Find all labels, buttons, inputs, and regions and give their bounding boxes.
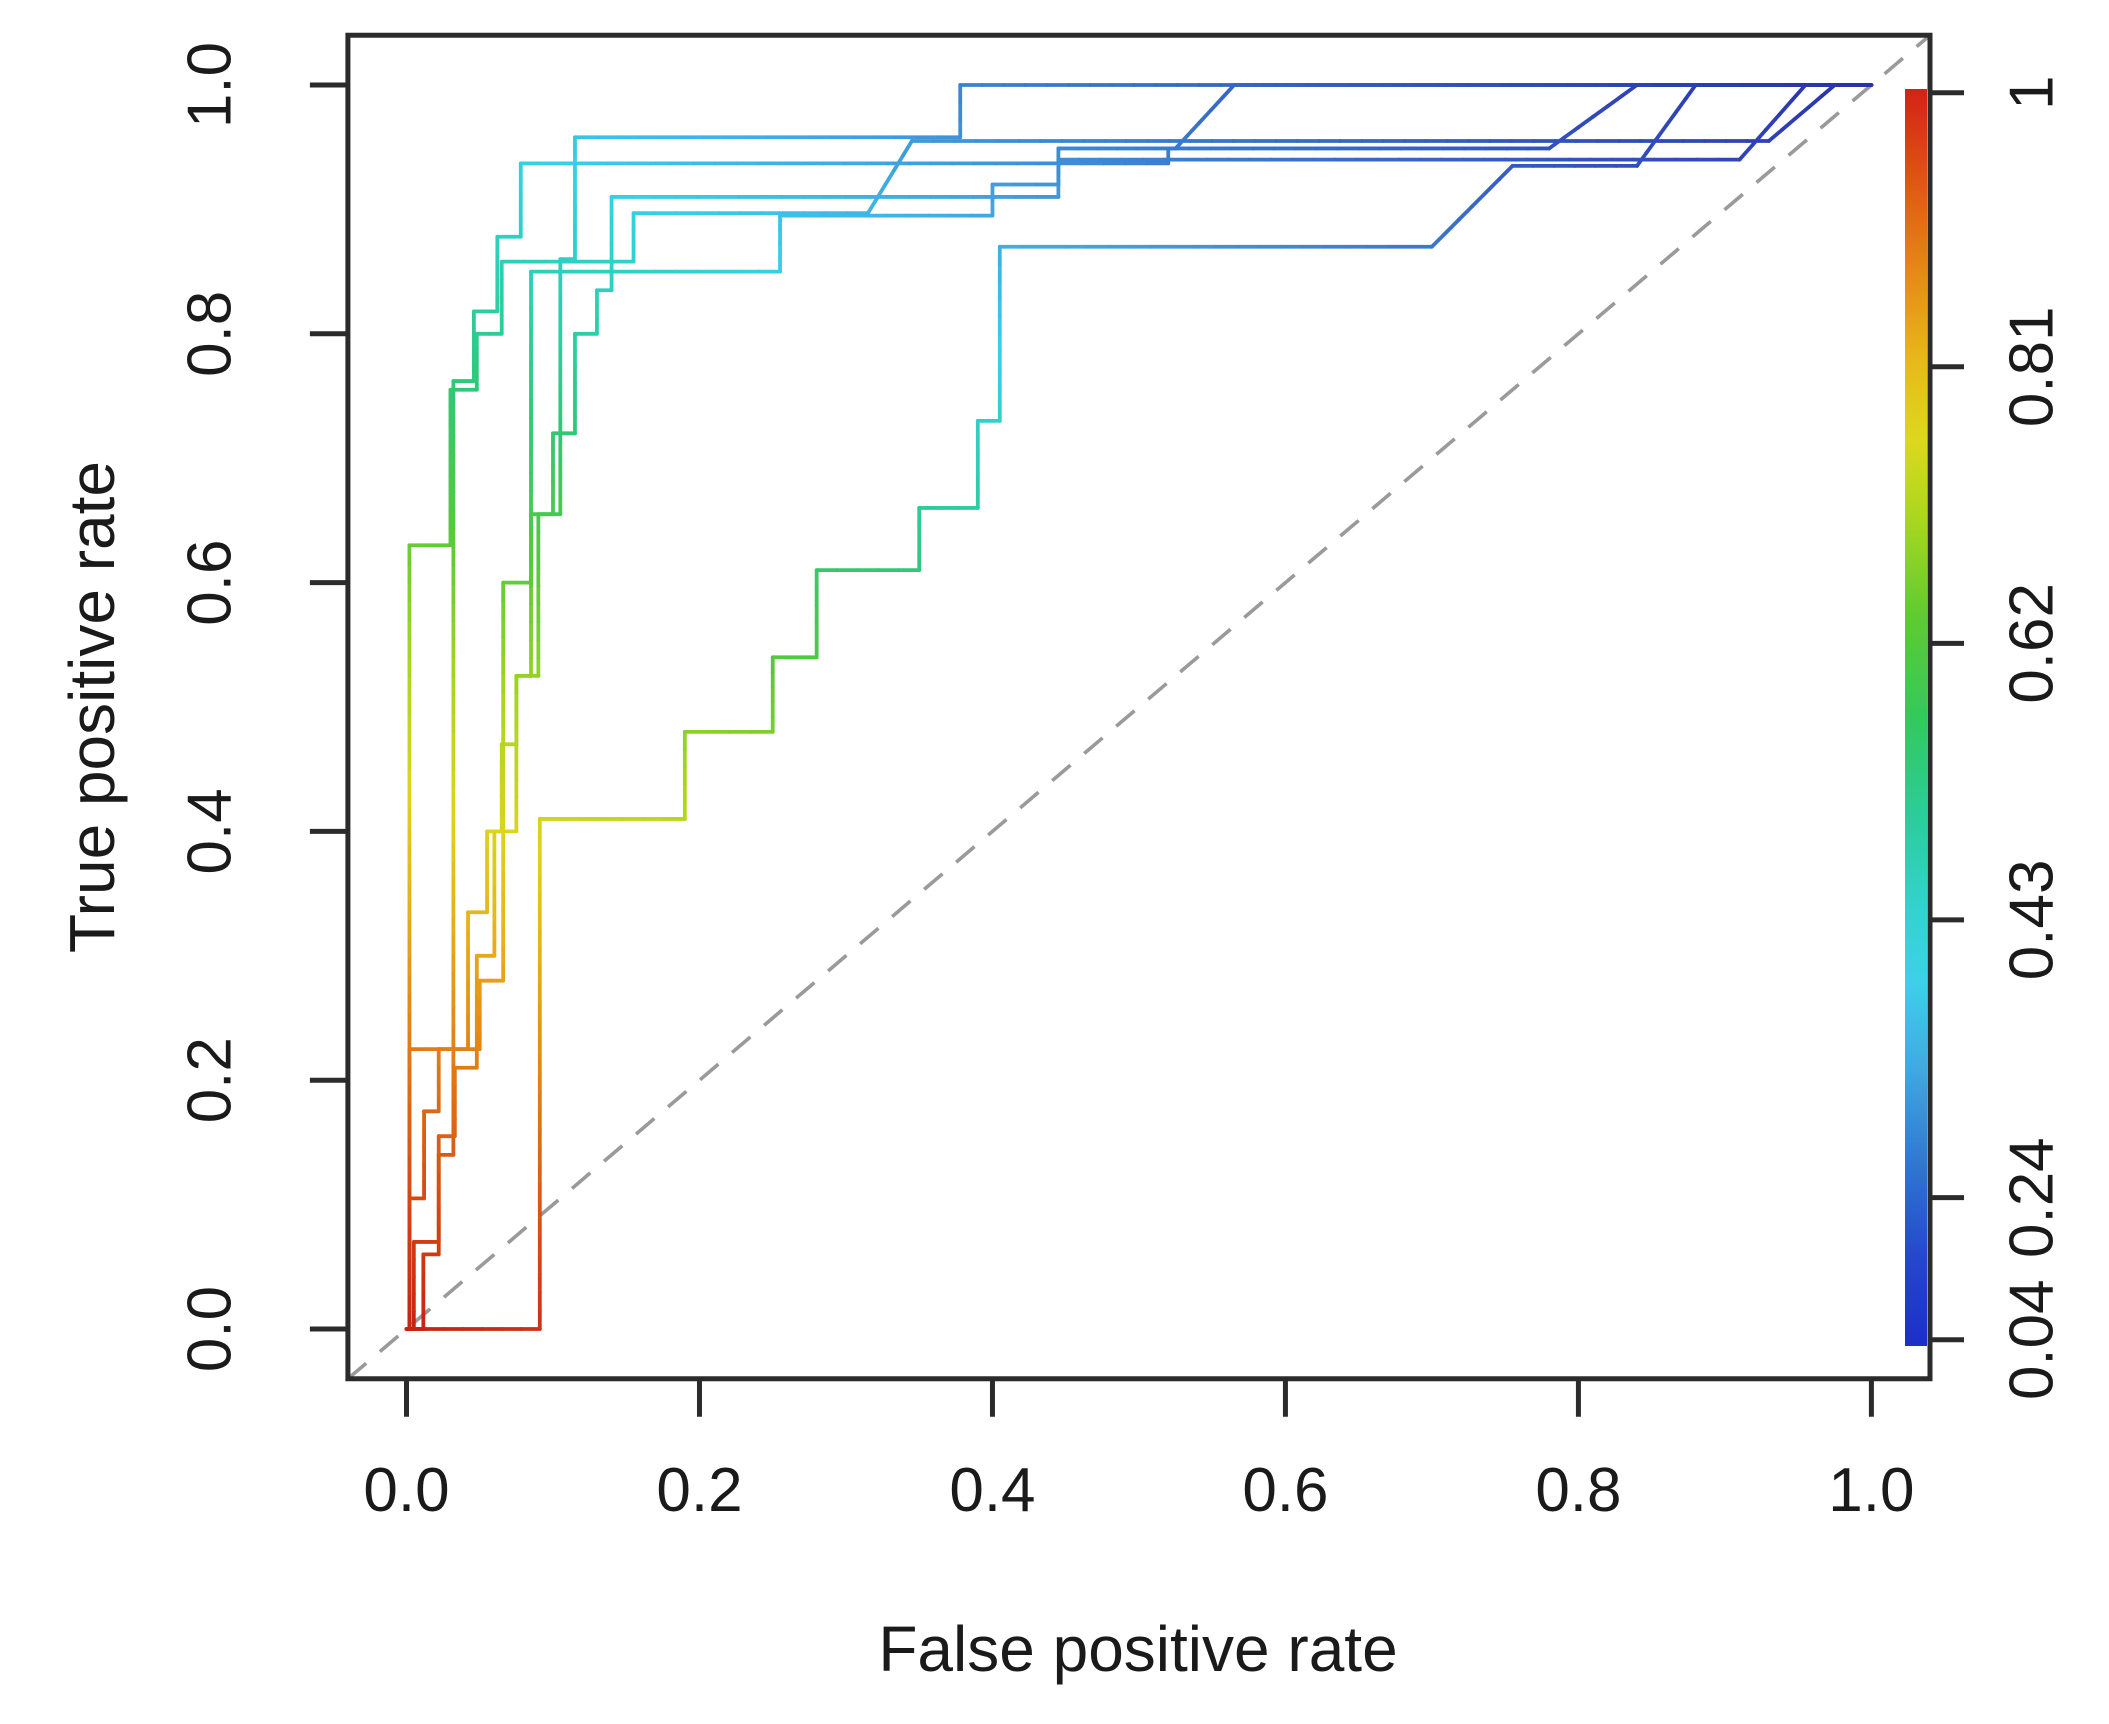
y-tick-label: 0.6 xyxy=(176,539,245,625)
x-axis: 0.0 0.2 0.4 0.6 0.8 1.0 xyxy=(363,1378,1915,1525)
colorbar-tick-label: 0.81 xyxy=(1998,306,2067,427)
x-tick-label: 0.0 xyxy=(363,1456,449,1525)
roc-curve-6 xyxy=(404,83,1874,1331)
colorbar: 1 0.81 0.62 0.43 0.24 0.04 xyxy=(1905,76,2067,1400)
y-tick-label: 0.2 xyxy=(176,1037,245,1123)
y-tick-label: 0.8 xyxy=(176,291,245,377)
x-axis-title: False positive rate xyxy=(878,1613,1398,1685)
y-tick-label: 0.0 xyxy=(176,1286,245,1372)
roc-curve-1 xyxy=(404,83,1874,1331)
x-tick-label: 1.0 xyxy=(1828,1456,1914,1525)
colorbar-tick-label: 0.43 xyxy=(1998,860,2067,981)
roc-curve-5 xyxy=(404,83,1874,1331)
chance-diagonal-line xyxy=(346,33,1932,1381)
plot-box xyxy=(345,32,1933,1382)
x-tick-label: 0.4 xyxy=(949,1456,1035,1525)
y-axis-title: True positive rate xyxy=(56,460,128,954)
colorbar-tick-label: 0.04 xyxy=(1998,1279,2067,1400)
y-axis: 0.0 0.2 0.4 0.6 0.8 1.0 xyxy=(176,42,348,1372)
y-tick-label: 1.0 xyxy=(176,42,245,128)
colorbar-tick-label: 0.62 xyxy=(1998,583,2067,704)
y-tick-label: 0.4 xyxy=(176,788,245,874)
x-tick-label: 0.2 xyxy=(656,1456,742,1525)
x-tick-label: 0.8 xyxy=(1535,1456,1621,1525)
colorbar-tick-label: 1 xyxy=(1998,76,2067,110)
x-tick-label: 0.6 xyxy=(1242,1456,1328,1525)
colorbar-tick-label: 0.24 xyxy=(1998,1137,2067,1258)
